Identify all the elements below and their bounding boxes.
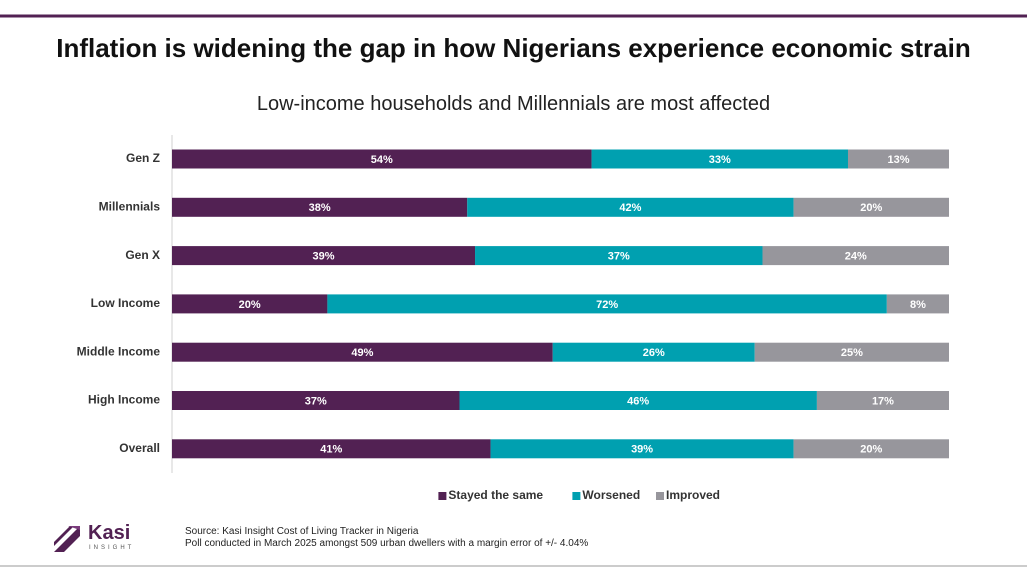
value-label: 41% [320, 444, 342, 456]
bar-segment [172, 342, 553, 362]
value-label: 8% [910, 299, 926, 311]
legend-label: Worsened [582, 488, 640, 502]
value-label: 37% [305, 395, 327, 407]
bar-segment [762, 246, 949, 266]
value-label: 25% [841, 347, 863, 359]
value-label: 38% [309, 202, 331, 214]
note: Poll conducted in March 2025 amongst 509… [185, 538, 589, 549]
bar-segment [552, 342, 755, 362]
legend-label: Improved [666, 488, 720, 502]
legend-label: Stayed the same [448, 488, 543, 502]
bar-segment [459, 391, 817, 410]
bar-segment [172, 391, 460, 410]
bar-segment [847, 149, 949, 169]
value-label: 46% [627, 395, 649, 407]
value-label: 17% [872, 395, 894, 407]
value-label: 20% [860, 202, 882, 214]
bar-segment [591, 149, 848, 169]
bar-segment [172, 197, 468, 217]
category-label: Millennials [99, 199, 161, 213]
bar-segment [475, 246, 763, 266]
legend-marker [572, 492, 581, 500]
value-label: 49% [351, 347, 373, 359]
logo-name: Kasi [88, 522, 131, 544]
category-label: Middle Income [77, 344, 161, 358]
value-label: 39% [631, 444, 653, 456]
value-label: 33% [709, 154, 731, 166]
category-label: Gen X [125, 248, 160, 262]
legend-marker [656, 492, 664, 500]
legend-marker [438, 492, 447, 500]
logo-tagline: INSIGHT [89, 545, 135, 551]
source: Source: Kasi Insight Cost of Living Trac… [185, 526, 419, 537]
value-label: 42% [619, 202, 641, 214]
value-label: 24% [845, 251, 867, 263]
bar-segment [172, 439, 491, 459]
bar-segment [327, 294, 887, 314]
source-block: Source: Kasi Insight Cost of Living Trac… [185, 526, 588, 550]
value-label: 39% [312, 251, 334, 263]
value-label: 20% [860, 444, 882, 456]
category-label: Gen Z [126, 151, 160, 165]
bar-segment [754, 342, 949, 362]
bar-segment [467, 197, 794, 217]
bar-segment [793, 197, 949, 217]
bar-segment [816, 391, 949, 410]
bar-segment [793, 439, 949, 459]
bar-segment [490, 439, 794, 459]
value-label: 37% [608, 251, 630, 263]
bar-segment [172, 149, 592, 169]
value-label: 20% [239, 299, 261, 311]
value-label: 13% [887, 154, 909, 166]
bar-segment [172, 294, 328, 314]
bar-segment [886, 294, 949, 314]
bar-segment [172, 246, 476, 266]
category-label: High Income [88, 393, 160, 407]
category-label: Overall [119, 441, 160, 455]
value-label: 26% [643, 347, 665, 359]
chart-title: Inflation is widening the gap in how Nig… [56, 33, 971, 63]
chart-subtitle: Low-income households and Millennials ar… [256, 93, 771, 115]
category-label: Low Income [91, 296, 161, 310]
value-label: 54% [371, 154, 393, 166]
value-label: 72% [596, 299, 618, 311]
logo-icon [54, 526, 80, 552]
